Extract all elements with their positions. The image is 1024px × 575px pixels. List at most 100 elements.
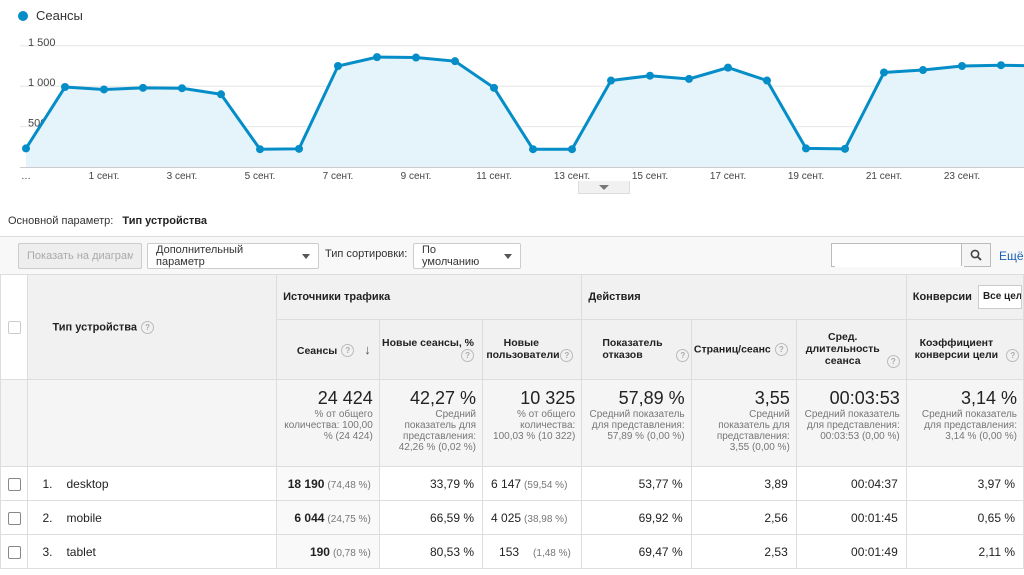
summary-sub: Средний показатель для представления: 57… <box>589 409 685 442</box>
row-sessions: 190 (0,78 %) <box>276 534 380 569</box>
row-pages: 3,89 <box>690 466 797 501</box>
row-device-link[interactable]: desktop <box>66 476 109 491</box>
col-new-users[interactable]: Новые пользователи? <box>482 319 583 380</box>
x-tick-label: 9 сент. <box>401 171 432 182</box>
group-behavior-label: Действия <box>588 291 641 303</box>
help-icon[interactable]: ? <box>560 348 574 362</box>
group-acquisition: Источники трафика <box>276 274 583 320</box>
sessions-value: 18 190 <box>287 476 325 491</box>
col-duration[interactable]: Сред. длительность сеанса? <box>795 319 907 380</box>
col-conversion[interactable]: Коэффициент конверсии цели? <box>905 319 1024 380</box>
row-conversion: 0,65 % <box>905 500 1024 535</box>
col-bounce[interactable]: Показатель отказов? <box>581 319 692 380</box>
row-bounce: 53,77 % <box>581 466 692 501</box>
summary-sessions: 24 424% от общего количества: 100,00 % (… <box>276 379 380 467</box>
row-conversion: 3,97 % <box>905 466 1024 501</box>
summary-value: 3,14 % <box>960 388 1017 408</box>
summary-value: 10 325 <box>520 388 576 408</box>
sort-type-select[interactable]: По умолчанию <box>413 243 521 269</box>
plot-rows-label: Показать на диаграмме <box>27 250 133 262</box>
goal-select[interactable]: Все цели <box>977 285 1022 309</box>
new-users-value: 6 147 <box>491 476 522 491</box>
x-tick-label: 17 сент. <box>710 171 746 182</box>
data-point <box>646 71 654 80</box>
summary-sub: Средний показатель для представления: 3,… <box>716 409 790 453</box>
summary-conversion: 3,14 % Средний показатель для представлен… <box>905 379 1024 467</box>
col-sessions[interactable]: Сеансы? ↓ <box>276 319 380 380</box>
row-duration: 00:01:49 <box>795 534 907 569</box>
row-checkbox[interactable] <box>7 545 21 559</box>
search-button[interactable] <box>961 244 990 266</box>
col-new-users-label: Новые пользователи <box>486 337 560 362</box>
sessions-value: 6 044 <box>294 510 325 525</box>
help-icon[interactable]: ? <box>461 349 475 362</box>
x-tick-label: 15 сент. <box>632 171 668 182</box>
help-icon[interactable]: ? <box>886 354 900 368</box>
sort-type-value: По умолчанию <box>422 244 480 268</box>
help-icon[interactable]: ? <box>676 348 690 362</box>
summary-sub: % от общего количества: 100,00 % (24 424… <box>284 409 373 442</box>
col-pages[interactable]: Страниц/сеанс? <box>690 319 797 380</box>
col-bounce-label: Показатель отказов <box>602 337 663 362</box>
data-point <box>61 83 69 92</box>
row-name-cell: 3. tablet <box>27 534 278 569</box>
sessions-chart[interactable]: 1 500 1 000 500 … 1 сент. 3 сент. 5 сент. 7 сен… <box>0 28 1024 183</box>
select-all-checkbox[interactable] <box>7 320 21 334</box>
row-device-link[interactable]: tablet <box>66 544 96 559</box>
data-table: Тип устройства? Источники трафика Действ… <box>0 274 1024 569</box>
table-row: 3. tablet 190 (0,78 %) 80,53 % 153 (1,48 %)… <box>0 534 1024 569</box>
help-icon[interactable]: ? <box>774 343 788 356</box>
col-new-sessions[interactable]: Новые сеансы, %? <box>378 319 484 380</box>
row-new-sessions: 66,59 % <box>378 500 484 535</box>
help-icon[interactable]: ? <box>341 344 355 358</box>
x-tick-label: 19 сент. <box>788 171 824 182</box>
row-checkbox[interactable] <box>7 477 21 491</box>
plot-rows-button[interactable]: Показать на диаграмме <box>18 243 142 269</box>
summary-sub: Средний показатель для представления: 00… <box>804 409 900 442</box>
row-checkbox[interactable] <box>7 511 21 525</box>
data-point <box>841 144 849 153</box>
x-tick-label: 1 сент. <box>89 171 120 182</box>
primary-dimension-value[interactable]: Тип устройства <box>122 215 207 227</box>
chevron-down-icon <box>599 184 609 190</box>
help-icon[interactable]: ? <box>141 320 155 334</box>
chart-collapse-handle[interactable] <box>578 181 630 194</box>
data-point <box>919 66 927 75</box>
summary-duration: 00:03:53 Средний показатель для представл… <box>795 379 907 467</box>
data-point <box>412 53 420 62</box>
sort-desc-icon: ↓ <box>364 341 371 357</box>
x-tick-label: 7 сент. <box>323 171 354 182</box>
sessions-pct: (0,78 %) <box>332 547 371 559</box>
primary-dimension: Основной параметр: Тип устройства <box>8 215 207 227</box>
row-device-link[interactable]: mobile <box>66 510 102 525</box>
row-duration: 00:01:45 <box>795 500 907 535</box>
data-point <box>490 83 498 92</box>
summary-bounce: 57,89 % Средний показатель для представле… <box>581 379 692 467</box>
secondary-dimension-select[interactable]: Дополнительный параметр <box>147 243 319 269</box>
help-icon[interactable]: ? <box>1006 348 1020 362</box>
secondary-dimension-label: Дополнительный параметр <box>156 244 244 268</box>
group-acquisition-label: Источники трафика <box>283 291 391 303</box>
data-point <box>529 145 537 154</box>
dimension-header[interactable]: Тип устройства? <box>27 274 278 380</box>
summary-value: 3,55 <box>754 388 790 408</box>
summary-pages: 3,55 Средний показатель для представления… <box>690 379 797 467</box>
row-new-sessions: 80,53 % <box>378 534 484 569</box>
row-bounce: 69,47 % <box>581 534 692 569</box>
data-point <box>997 61 1005 70</box>
col-duration-label: Сред. длительность сеанса <box>805 331 880 368</box>
data-point <box>724 63 732 72</box>
sessions-pct: (24,75 %) <box>327 513 371 525</box>
sessions-value: 190 <box>309 544 330 559</box>
summary-sub: % от общего количества: 100,03 % (10 322… <box>493 409 576 442</box>
search-input[interactable] <box>835 245 964 267</box>
data-point <box>139 83 147 92</box>
chart-legend: Сеансы <box>18 8 83 23</box>
row-new-users: 4 025 (38,98 %) <box>482 500 583 535</box>
advanced-link[interactable]: Ещё <box>999 249 1024 263</box>
x-tick-label: … <box>21 171 31 182</box>
row-pages: 2,56 <box>690 500 797 535</box>
x-tick-label: 3 сент. <box>167 171 198 182</box>
row-cb-cell <box>0 466 29 501</box>
summary-new-sessions: 42,27 % Средний показатель для представле… <box>378 379 484 467</box>
